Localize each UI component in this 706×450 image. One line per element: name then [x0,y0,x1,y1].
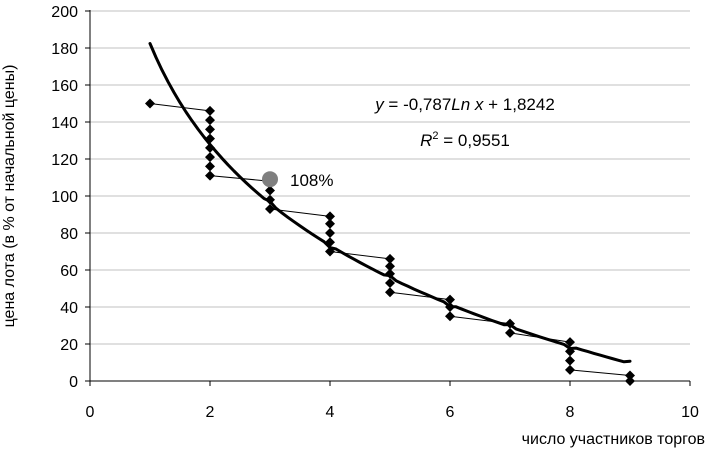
data-point [385,253,395,264]
gridlines [90,10,690,345]
y-tick-label: 80 [60,226,78,243]
y-tick-label: 0 [69,374,78,391]
data-point [205,152,215,163]
connector-line [389,291,451,301]
data-point [205,115,215,126]
data-point [325,228,335,238]
data-point [565,337,575,348]
y-tick-label: 200 [51,4,78,21]
data-point [385,277,395,288]
connector-line [149,103,211,112]
data-point [145,98,155,109]
y-tick-label: 100 [51,189,78,206]
x-tick-label: 4 [326,404,335,421]
data-point [325,218,335,229]
x-tick-label: 8 [566,404,575,421]
y-tick-label: 60 [60,263,78,280]
highlight-label: 108% [290,171,333,190]
x-tick-label: 10 [681,404,699,421]
data-point [205,161,215,172]
data-point [625,370,635,381]
y-tick-label: 40 [60,300,78,317]
data-point [205,124,215,135]
x-tick-label: 6 [446,404,455,421]
data-point [565,364,575,375]
data-point [445,294,455,305]
data-point [505,327,515,338]
y-tick-label: 20 [60,337,78,354]
y-tick-label: 120 [51,152,78,169]
y-axis-title: цена лота (в % от начальной цены) [1,65,18,328]
y-tick-label: 180 [51,41,78,58]
y-tick-label: 140 [51,115,78,132]
highlight-point-group: 108% [262,171,333,190]
data-point [625,376,635,386]
connector-line [569,369,631,376]
data-point [265,185,275,196]
y-tick-labels: 0 20 40 60 80 100 120 140 160 180 200 [51,4,90,391]
x-tick-label: 2 [206,404,215,421]
series-connectors [149,103,631,376]
data-point [205,170,215,181]
data-point [385,261,395,272]
x-tick-label: 0 [86,404,95,421]
x-axis-title: число участников торгов [522,431,705,448]
y-tick-label: 160 [51,78,78,95]
data-point [565,355,575,366]
data-point [445,311,455,322]
highlight-point [262,171,278,188]
x-tick-labels: 0 2 4 6 8 10 [86,381,699,421]
data-point [325,211,335,222]
data-point [205,105,215,116]
data-point [385,287,395,298]
trend-equation: y = -0,787Ln x + 1,8242 [374,95,555,114]
trendline [148,42,632,364]
r-squared: R2 = 0,9551 [420,130,510,150]
connector-line [329,251,391,260]
